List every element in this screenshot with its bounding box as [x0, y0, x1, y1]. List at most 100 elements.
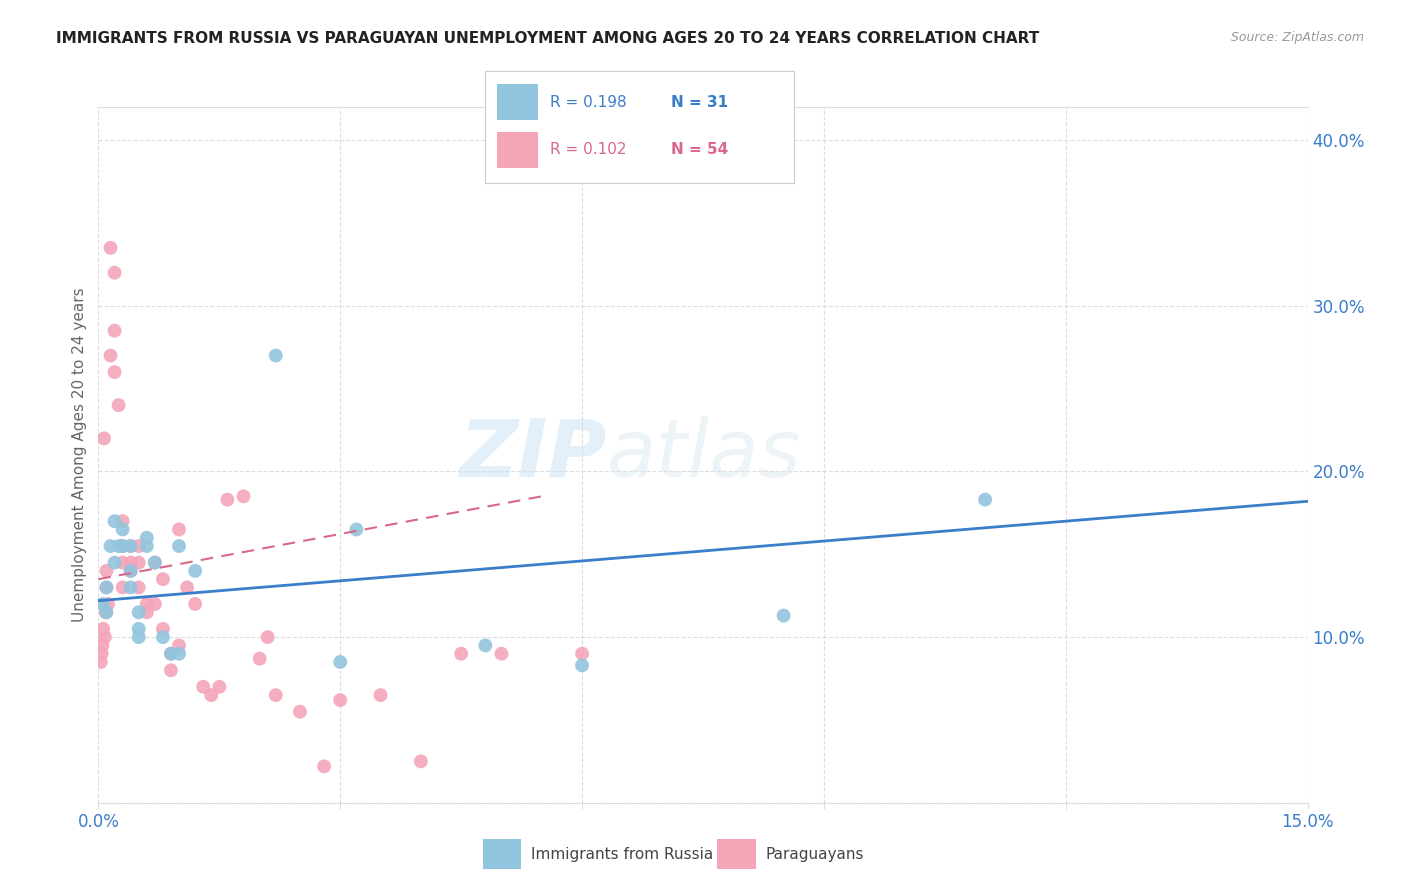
Point — [135, 597, 157, 611]
Point — [111, 581, 134, 595]
Point — [160, 647, 183, 661]
Point — [100, 349, 122, 363]
Point — [120, 564, 142, 578]
Point — [111, 514, 134, 528]
Point — [474, 639, 496, 653]
Text: R = 0.102: R = 0.102 — [550, 143, 627, 158]
Point — [120, 539, 142, 553]
Point — [96, 605, 118, 619]
Point — [288, 705, 311, 719]
Point — [100, 241, 122, 255]
Point — [409, 755, 432, 769]
Point — [128, 622, 150, 636]
Point — [143, 597, 166, 611]
Point — [167, 647, 190, 661]
Point — [100, 539, 122, 553]
Point — [111, 523, 134, 537]
Y-axis label: Unemployment Among Ages 20 to 24 years: Unemployment Among Ages 20 to 24 years — [72, 287, 87, 623]
Point — [90, 647, 112, 661]
Text: ZIP: ZIP — [458, 416, 606, 494]
Point — [96, 581, 118, 595]
Point — [772, 608, 794, 623]
Bar — [498, 84, 537, 120]
Point — [91, 622, 114, 636]
Text: IMMIGRANTS FROM RUSSIA VS PARAGUAYAN UNEMPLOYMENT AMONG AGES 20 TO 24 YEARS CORR: IMMIGRANTS FROM RUSSIA VS PARAGUAYAN UNE… — [56, 31, 1039, 46]
Point — [128, 581, 150, 595]
Point — [91, 639, 114, 653]
Point — [193, 680, 215, 694]
Point — [107, 539, 129, 553]
Point — [370, 688, 392, 702]
Point — [97, 597, 120, 611]
Point — [176, 581, 198, 595]
Point — [128, 630, 150, 644]
Point — [167, 523, 190, 537]
Point — [128, 605, 150, 619]
Point — [217, 492, 239, 507]
Point — [256, 630, 278, 644]
Point — [103, 266, 125, 280]
Point — [571, 658, 593, 673]
Point — [143, 556, 166, 570]
Point — [167, 539, 190, 553]
Point — [167, 639, 190, 653]
Point — [160, 647, 183, 661]
Point — [94, 605, 117, 619]
Point — [450, 647, 472, 661]
Point — [184, 597, 207, 611]
Point — [103, 514, 125, 528]
Point — [91, 597, 114, 611]
Point — [120, 564, 142, 578]
Text: Source: ZipAtlas.com: Source: ZipAtlas.com — [1230, 31, 1364, 45]
Point — [344, 523, 367, 537]
Point — [111, 539, 134, 553]
Point — [314, 759, 336, 773]
Point — [491, 647, 513, 661]
Text: Immigrants from Russia: Immigrants from Russia — [531, 847, 713, 862]
Point — [103, 324, 125, 338]
Point — [128, 539, 150, 553]
Point — [135, 539, 157, 553]
Point — [96, 564, 118, 578]
Point — [90, 655, 112, 669]
Point — [120, 556, 142, 570]
Bar — [484, 839, 522, 869]
Point — [135, 531, 157, 545]
Text: N = 54: N = 54 — [671, 143, 728, 158]
Point — [571, 647, 593, 661]
Point — [93, 431, 115, 445]
Point — [107, 398, 129, 412]
Bar — [717, 839, 755, 869]
Text: N = 31: N = 31 — [671, 95, 728, 110]
Point — [143, 556, 166, 570]
Point — [208, 680, 231, 694]
Point — [264, 688, 287, 702]
Point — [103, 365, 125, 379]
Point — [184, 564, 207, 578]
Point — [103, 556, 125, 570]
Point — [94, 630, 117, 644]
Point — [111, 539, 134, 553]
Point — [111, 539, 134, 553]
Point — [249, 651, 271, 665]
Point — [128, 556, 150, 570]
Bar — [498, 132, 537, 169]
Point — [160, 663, 183, 677]
Text: Paraguayans: Paraguayans — [765, 847, 863, 862]
Point — [152, 622, 174, 636]
Point — [135, 605, 157, 619]
Text: R = 0.198: R = 0.198 — [550, 95, 627, 110]
Point — [120, 539, 142, 553]
Point — [120, 581, 142, 595]
Point — [200, 688, 222, 702]
Point — [232, 489, 254, 503]
Point — [111, 556, 134, 570]
Point — [152, 572, 174, 586]
Point — [264, 349, 287, 363]
Point — [329, 655, 352, 669]
Point — [96, 581, 118, 595]
Point — [974, 492, 997, 507]
Text: atlas: atlas — [606, 416, 801, 494]
Point — [329, 693, 352, 707]
Point — [152, 630, 174, 644]
